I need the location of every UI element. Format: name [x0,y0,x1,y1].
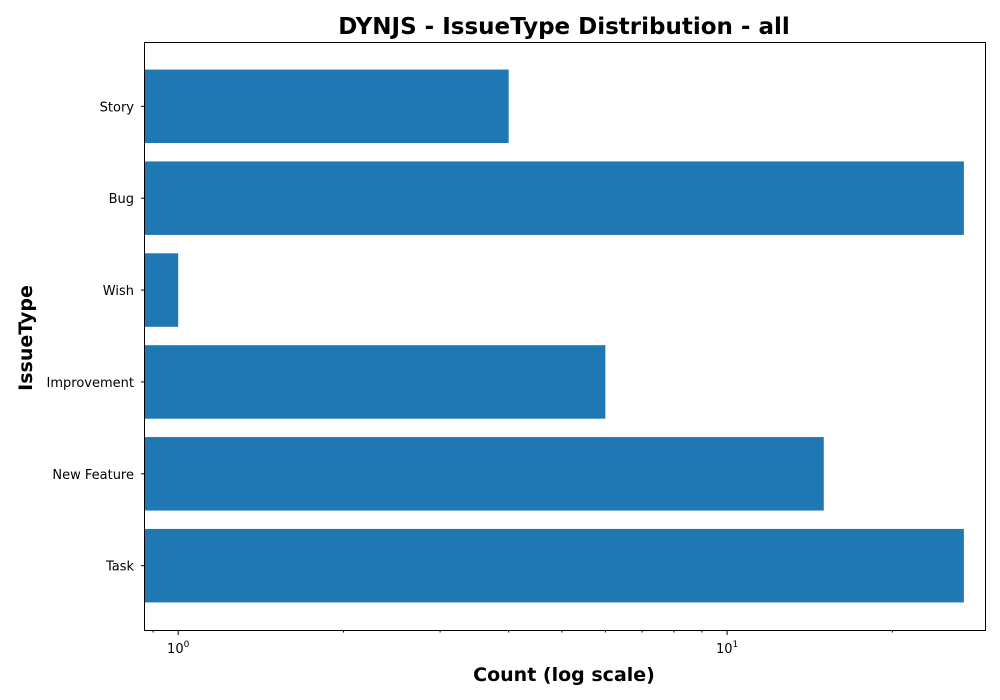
x-tick-label: 101 [716,640,738,657]
chart-title: DYNJS - IssueType Distribution - all [338,14,790,40]
x-axis-label: Count (log scale) [473,664,655,686]
y-tick-label: Bug [109,192,134,207]
bar-bug [145,161,964,235]
y-axis: Story Bug Wish Improvement New Feature Task [47,100,145,575]
bar-story [145,69,509,144]
plot-frame [144,42,986,631]
y-tick-label: Task [105,560,135,575]
x-axis: 100 101 [152,630,893,657]
bar-wish [145,253,179,327]
y-axis-label: IssueType [15,285,37,391]
y-tick-label: New Feature [52,468,134,483]
bars [145,69,964,603]
x-tick-label: 100 [167,640,190,657]
y-tick-label: Improvement [47,376,134,391]
y-tick-label: Wish [103,284,134,299]
y-tick-label: Story [100,100,135,115]
bar-task [145,528,964,603]
bar-new-feature [145,437,824,511]
bar-improvement [145,345,606,419]
